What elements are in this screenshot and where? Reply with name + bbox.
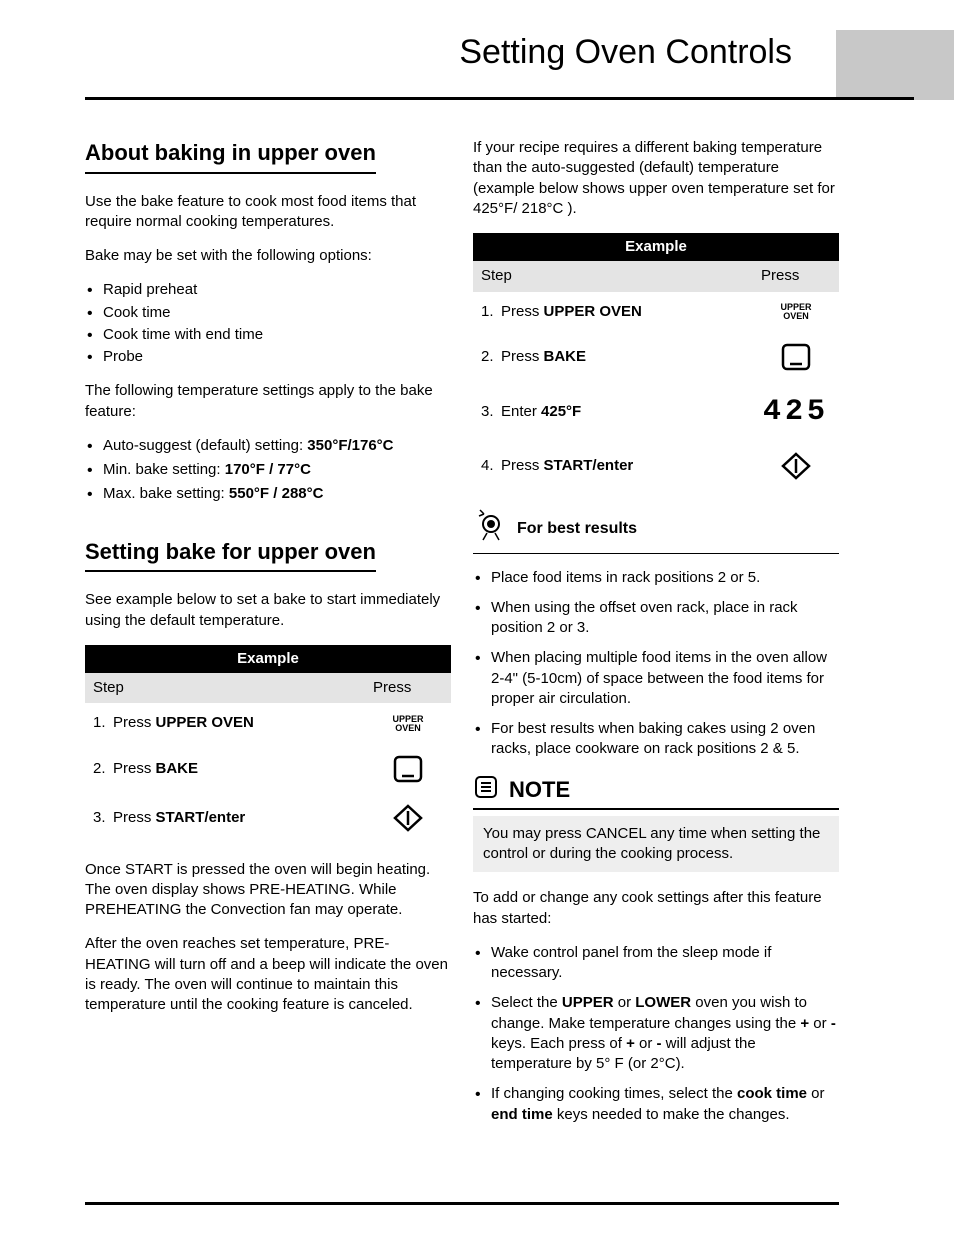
table-row: 3.Press START/enter xyxy=(85,794,451,842)
best-results-title: For best results xyxy=(517,518,637,540)
list-item: Max. bake setting: 550°F / 288°C xyxy=(85,484,451,504)
list-item: Auto-suggest (default) setting: 350°F/17… xyxy=(85,436,451,456)
example-table-2: Example Step Press 1.Press UPPER OVENUPP… xyxy=(473,233,839,490)
footer-rule xyxy=(85,1202,839,1205)
table-header-row: Step Press xyxy=(85,673,451,703)
change-list: Wake control panel from the sleep mode i… xyxy=(473,943,839,1125)
list-item: Place food items in rack positions 2 or … xyxy=(473,568,839,588)
table-row: 1.Press UPPER OVENUPPEROVEN xyxy=(85,703,451,743)
list-item: Wake control panel from the sleep mode i… xyxy=(473,943,839,984)
after-text-1: Once START is pressed the oven will begi… xyxy=(85,860,451,921)
table-row: 2.Press BAKE xyxy=(85,744,451,794)
table-title: Example xyxy=(473,233,839,261)
bake-icon xyxy=(780,342,812,372)
table-title: Example xyxy=(85,645,451,673)
table-row: 1.Press UPPER OVENUPPEROVEN xyxy=(473,292,839,332)
note-icon xyxy=(473,774,499,806)
section1-intro: Use the bake feature to cook most food i… xyxy=(85,192,451,233)
list-item: When using the offset oven rack, place i… xyxy=(473,598,839,639)
page-header: Setting Oven Controls xyxy=(85,30,914,100)
left-column: About baking in upper oven Use the bake … xyxy=(85,138,451,1139)
options-list: Rapid preheat Cook time Cook time with e… xyxy=(85,280,451,367)
right-column: If your recipe requires a different baki… xyxy=(473,138,839,1139)
col-step: Step xyxy=(481,266,761,286)
ribbon-icon xyxy=(473,508,507,548)
example-table-1: Example Step Press 1.Press UPPER OVENUPP… xyxy=(85,645,451,842)
document-page: 19 Setting Oven Controls About baking in… xyxy=(0,0,954,1235)
list-item: Rapid preheat xyxy=(85,280,451,300)
best-results-header: For best results xyxy=(473,508,839,553)
table-row: 4.Press START/enter xyxy=(473,442,839,490)
section2-heading: Setting bake for upper oven xyxy=(85,537,376,573)
section2-intro: See example below to set a bake to start… xyxy=(85,590,451,631)
list-item: For best results when baking cakes using… xyxy=(473,719,839,760)
after-text-2: After the oven reaches set temperature, … xyxy=(85,934,451,1015)
upper-oven-icon: UPPEROVEN xyxy=(392,715,423,733)
list-item: Min. bake setting: 170°F / 77°C xyxy=(85,460,451,480)
right-intro: If your recipe requires a different baki… xyxy=(473,138,839,219)
section1-heading: About baking in upper oven xyxy=(85,138,376,174)
start-icon xyxy=(393,804,423,832)
chapter-title: Setting Oven Controls xyxy=(459,30,792,80)
content-columns: About baking in upper oven Use the bake … xyxy=(85,138,839,1139)
section1-options-intro: Bake may be set with the following optio… xyxy=(85,246,451,266)
table-header-row: Step Press xyxy=(473,261,839,291)
list-item: Cook time xyxy=(85,303,451,323)
note-title: NOTE xyxy=(509,775,570,805)
temp-list: Auto-suggest (default) setting: 350°F/17… xyxy=(85,436,451,505)
col-step: Step xyxy=(93,678,373,698)
list-item: Cook time with end time xyxy=(85,325,451,345)
change-intro: To add or change any cook settings after… xyxy=(473,888,839,929)
list-item: Select the UPPER or LOWER oven you wish … xyxy=(473,993,839,1074)
table-row: 2.Press BAKE xyxy=(473,332,839,382)
list-item: If changing cooking times, select the co… xyxy=(473,1084,839,1125)
list-item: Probe xyxy=(85,347,451,367)
temperature-display-icon: 425 xyxy=(763,392,829,433)
col-press: Press xyxy=(761,266,831,286)
best-results-list: Place food items in rack positions 2 or … xyxy=(473,568,839,760)
col-press: Press xyxy=(373,678,443,698)
table-row: 3.Enter 425°F425 xyxy=(473,382,839,443)
bake-icon xyxy=(392,754,424,784)
note-box: You may press CANCEL any time when setti… xyxy=(473,816,839,873)
list-item: When placing multiple food items in the … xyxy=(473,648,839,709)
temp-intro: The following temperature settings apply… xyxy=(85,381,451,422)
note-header: NOTE xyxy=(473,774,839,810)
upper-oven-icon: UPPEROVEN xyxy=(780,303,811,321)
start-icon xyxy=(781,452,811,480)
